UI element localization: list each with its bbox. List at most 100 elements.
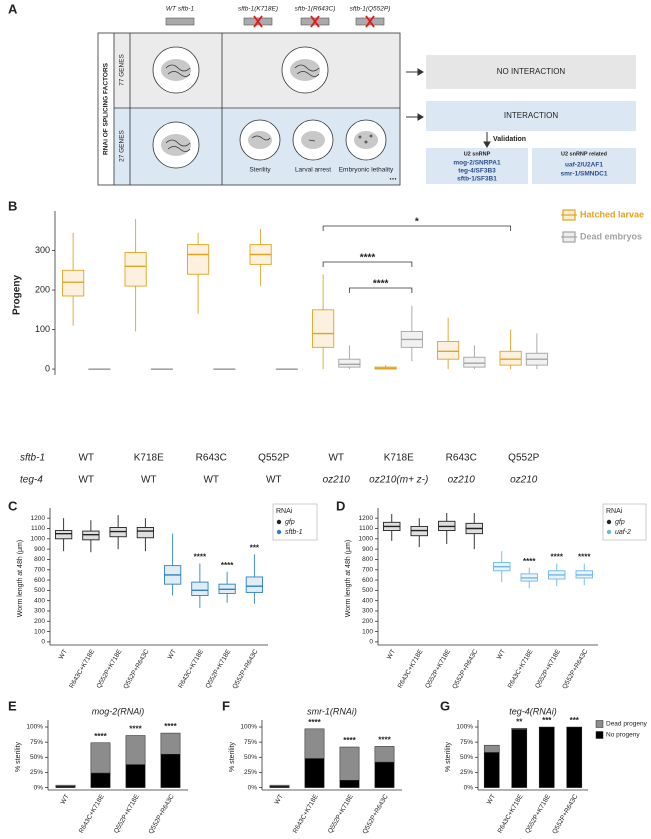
box — [124, 252, 147, 287]
row-value: Q552P — [258, 453, 289, 464]
x-tick-label: R643C+K718E — [397, 648, 425, 690]
box — [437, 340, 460, 360]
legend-label: Hatched larvae — [580, 209, 644, 219]
significance: **** — [308, 718, 321, 727]
row-value: WT — [78, 475, 94, 486]
row-value: R643C — [446, 453, 477, 464]
box — [187, 244, 210, 275]
y-tick-label: 1200 — [31, 515, 46, 522]
y-tick-label: 1000 — [359, 536, 374, 543]
more: ... — [389, 171, 397, 181]
panel-label: C — [8, 498, 18, 513]
y-tick-label: 100% — [456, 724, 473, 731]
y-tick-label: 75% — [30, 739, 43, 746]
validation: Validation — [493, 136, 526, 143]
bar-segment — [160, 732, 181, 755]
group-title: U2 snRNP related — [561, 151, 607, 157]
significance: *** — [250, 543, 260, 552]
genes: mog-2/SNRPA1 teg-4/SF3B3 sftb-1/SF3B1 ua… — [453, 160, 607, 183]
x-tick-label: WT — [486, 793, 497, 805]
bar-segment — [511, 729, 528, 788]
significance: **** — [378, 736, 391, 745]
significance: **** — [94, 732, 107, 741]
x-tick-label: R643C+K718E — [177, 648, 205, 690]
y-tick-label: 600 — [362, 577, 373, 584]
x-tick-label: Q552P+K718E — [205, 648, 233, 690]
y-tick-label: 700 — [362, 566, 373, 573]
interaction: INTERACTION — [504, 111, 558, 120]
bar-segment — [125, 735, 146, 765]
box — [463, 356, 486, 368]
y-axis-title: % sterility — [229, 742, 236, 772]
significance: **** — [523, 557, 536, 566]
y-tick-label: 200 — [34, 618, 45, 625]
x-tick-label: Q552P+R643C — [362, 793, 390, 835]
bar-segment — [566, 726, 583, 788]
row-value: WT — [203, 475, 219, 486]
significance: **** — [221, 561, 234, 570]
x-tick-label: R643C+K718E — [292, 793, 320, 835]
y-tick-label: 100 — [362, 628, 373, 635]
y-tick-label: 900 — [34, 546, 45, 553]
legend-swatch — [595, 720, 604, 728]
y-tick-label: 800 — [362, 556, 373, 563]
legend-swatch — [276, 529, 282, 535]
x-tick-label: WT — [386, 648, 397, 660]
significance: *** — [542, 716, 552, 725]
panel-a: A WT sftb-1 sftb-1(K718E) sftb-1(R643C) … — [8, 1, 636, 186]
chart-title: smr-1(RNAi) — [307, 706, 357, 716]
phenotype: Larval arrest — [295, 167, 331, 174]
bar-segment — [90, 772, 111, 788]
y-axis-title: Worm length at 48h (μm) — [17, 540, 24, 617]
legend-label: No progeny — [606, 732, 640, 739]
y-tick-label: 25% — [244, 769, 257, 776]
y-tick-label: 300 — [34, 608, 45, 615]
row-bg — [98, 33, 400, 108]
y-axis-title: Worm length at 48h (μm) — [345, 540, 352, 617]
worms — [165, 64, 373, 152]
y-axis-title: % sterility — [15, 742, 22, 772]
y-tick-label: 700 — [34, 566, 45, 573]
row-label: teg-4 — [20, 475, 43, 486]
significance: **** — [360, 253, 376, 264]
strain: sftb-1(K718E) — [238, 6, 278, 13]
legend-label: gfp — [285, 519, 295, 526]
group-box — [532, 148, 636, 184]
row-value: WT — [78, 453, 94, 464]
row-value: WT — [266, 475, 282, 486]
y-tick-label: 0% — [464, 784, 474, 791]
y-tick-label: 500 — [34, 587, 45, 594]
bar-segment — [374, 761, 395, 788]
chart-title: mog-2(RNAi) — [92, 706, 145, 716]
bar-segment — [304, 758, 325, 788]
y-tick-label: 400 — [34, 597, 45, 604]
x-tick-label: R643C+K718E — [68, 648, 96, 690]
row-value: oz210 — [448, 475, 476, 486]
y-tick-label: 50% — [30, 754, 43, 761]
strain: sftb-1(Q552P) — [350, 6, 391, 13]
y-tick-label: 25% — [460, 769, 473, 776]
y-tick-label: 0 — [41, 639, 45, 646]
gene: smr-1/SMNDC1 — [561, 171, 608, 178]
significance-bracket — [348, 287, 413, 293]
box — [62, 269, 85, 297]
y-tick-label: 1100 — [359, 525, 373, 532]
result-box — [426, 55, 636, 89]
box — [82, 530, 100, 541]
box — [55, 530, 73, 540]
result-box — [426, 101, 636, 131]
x-tick-label: WT — [496, 648, 507, 660]
significance: **** — [164, 722, 177, 731]
x-tick-label: Q552P+R643C — [451, 648, 479, 690]
x-tick-label: Q552P+K718E — [113, 793, 141, 835]
gene: mog-2/SNRPA1 — [453, 160, 501, 167]
box — [191, 581, 209, 596]
legend-label: Dead progeny — [606, 721, 648, 728]
significance: **** — [129, 725, 142, 734]
bar-segment — [374, 746, 395, 763]
x-tick-label: R643C+K718E — [507, 648, 535, 690]
y-tick-label: 25% — [30, 769, 43, 776]
x-tick-label: Q552P+R643C — [551, 793, 579, 835]
panel-label: B — [8, 198, 17, 213]
bar-segment — [538, 726, 555, 788]
